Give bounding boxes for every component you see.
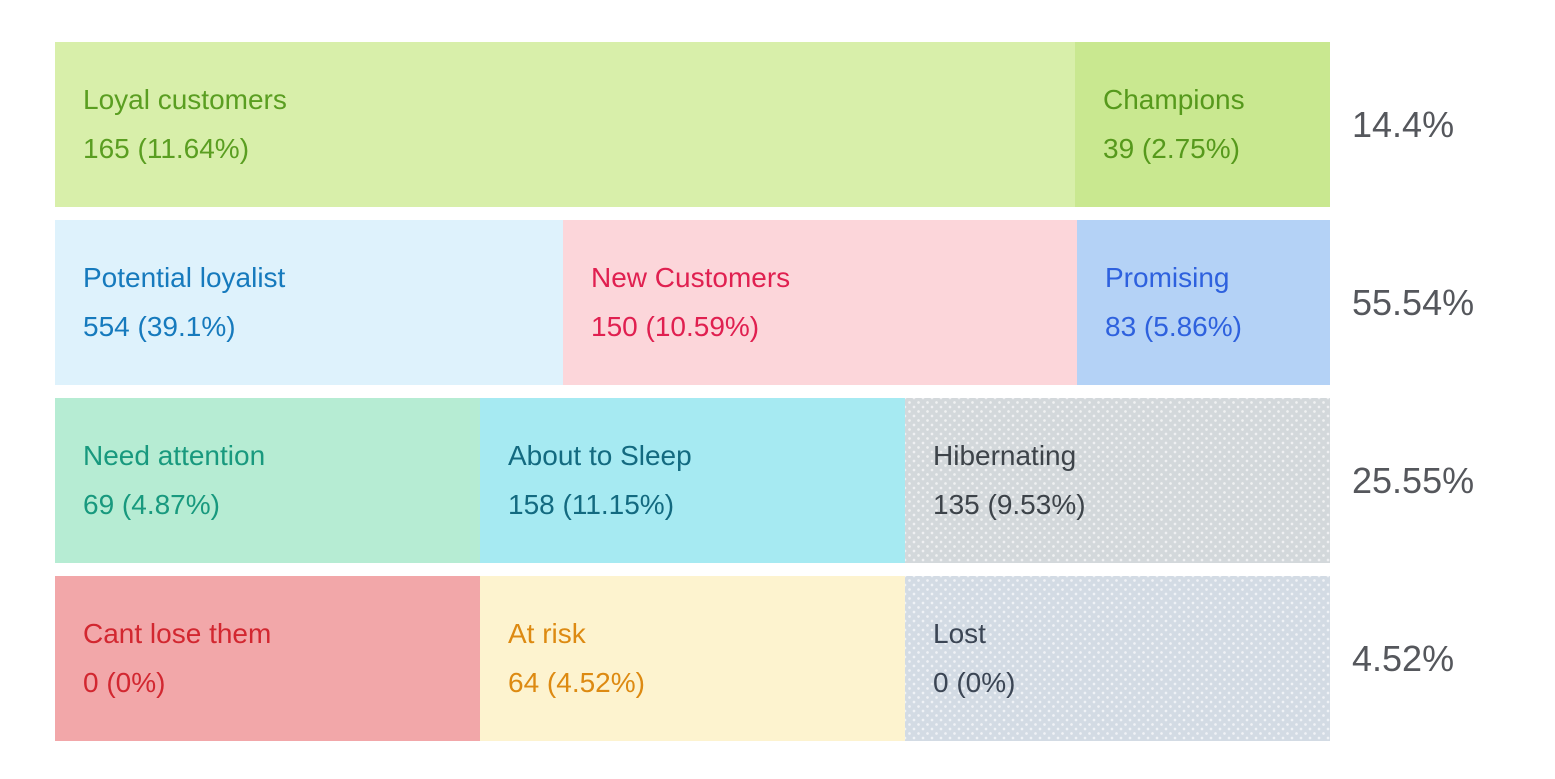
- segment-at-risk[interactable]: At risk 64 (4.52%): [480, 576, 905, 741]
- segment-loyal-customers[interactable]: Loyal customers 165 (11.64%): [55, 42, 1075, 207]
- segment-value: 158 (11.15%): [508, 489, 675, 520]
- rfm-segmentation-treemap: Loyal customers 165 (11.64%) Champions 3…: [55, 42, 1555, 754]
- segment-label: Hibernating: [933, 439, 1077, 471]
- row-percent-label-4: 4.52%: [1352, 637, 1455, 679]
- treemap-row-1: Loyal customers 165 (11.64%) Champions 3…: [55, 42, 1555, 207]
- segment-label: Lost: [933, 617, 986, 649]
- segment-value: 69 (4.87%): [83, 489, 220, 520]
- segment-label: About to Sleep: [508, 439, 692, 471]
- row-percent-label-1: 14.4%: [1352, 103, 1455, 145]
- treemap-row-1-cells: Loyal customers 165 (11.64%) Champions 3…: [55, 42, 1330, 207]
- treemap-row-4: Cant lose them 0 (0%) At risk 64 (4.52%)…: [55, 576, 1555, 741]
- treemap-row-3-cells: Need attention 69 (4.87%) About to Sleep…: [55, 398, 1330, 563]
- segment-value: 150 (10.59%): [591, 311, 760, 342]
- segment-value: 0 (0%): [933, 667, 1016, 698]
- treemap-row-2-cells: Potential loyalist 554 (39.1%) New Custo…: [55, 220, 1330, 385]
- segment-label: Need attention: [83, 439, 266, 471]
- segment-need-attention[interactable]: Need attention 69 (4.87%): [55, 398, 480, 563]
- segment-label: Cant lose them: [83, 617, 272, 649]
- segment-value: 39 (2.75%): [1103, 133, 1240, 164]
- segment-value: 0 (0%): [83, 667, 166, 698]
- segment-promising[interactable]: Promising 83 (5.86%): [1077, 220, 1330, 385]
- segment-champions[interactable]: Champions 39 (2.75%): [1075, 42, 1330, 207]
- segment-label: Champions: [1103, 83, 1245, 115]
- segment-value: 165 (11.64%): [83, 133, 250, 164]
- segment-value: 554 (39.1%): [83, 311, 236, 342]
- treemap-row-3: Need attention 69 (4.87%) About to Sleep…: [55, 398, 1555, 563]
- treemap-row-2: Potential loyalist 554 (39.1%) New Custo…: [55, 220, 1555, 385]
- segment-hibernating[interactable]: Hibernating 135 (9.53%): [905, 398, 1330, 563]
- segment-value: 64 (4.52%): [508, 667, 645, 698]
- treemap-row-4-cells: Cant lose them 0 (0%) At risk 64 (4.52%)…: [55, 576, 1330, 741]
- segment-value: 135 (9.53%): [933, 489, 1086, 520]
- segment-new-customers[interactable]: New Customers 150 (10.59%): [563, 220, 1077, 385]
- segment-label: Potential loyalist: [83, 261, 286, 293]
- segment-label: At risk: [508, 617, 586, 649]
- segment-label: Promising: [1105, 261, 1230, 293]
- segment-about-to-sleep[interactable]: About to Sleep 158 (11.15%): [480, 398, 905, 563]
- segment-label: Loyal customers: [83, 83, 287, 115]
- segment-potential-loyalist[interactable]: Potential loyalist 554 (39.1%): [55, 220, 563, 385]
- row-percent-label-3: 25.55%: [1352, 459, 1475, 501]
- segment-cant-lose-them[interactable]: Cant lose them 0 (0%): [55, 576, 480, 741]
- segment-value: 83 (5.86%): [1105, 311, 1242, 342]
- row-percent-label-2: 55.54%: [1352, 281, 1475, 323]
- segment-label: New Customers: [591, 261, 791, 293]
- segment-lost[interactable]: Lost 0 (0%): [905, 576, 1330, 741]
